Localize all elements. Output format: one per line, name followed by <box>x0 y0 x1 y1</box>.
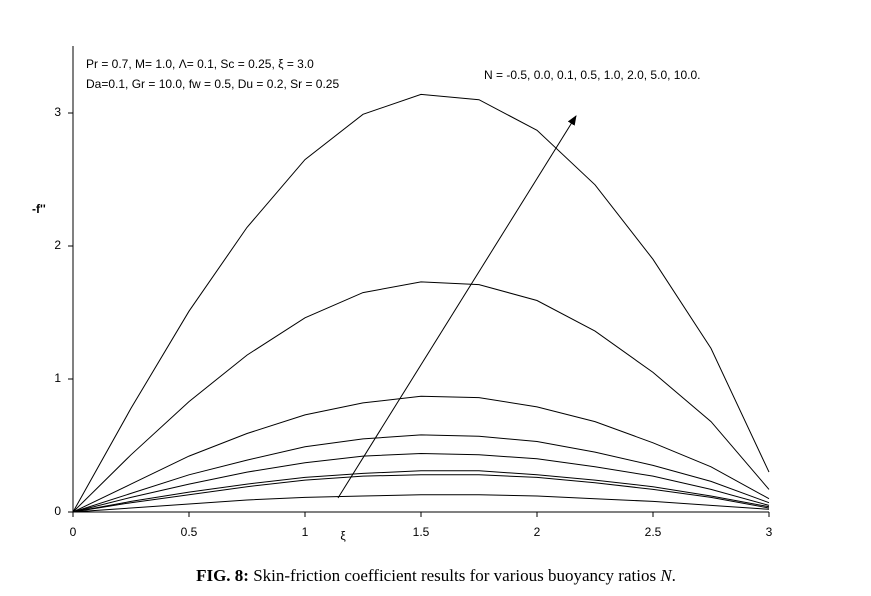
x-tick-label: 3 <box>766 525 773 539</box>
caption-label: FIG. 8: <box>196 566 249 585</box>
y-tick-label: 2 <box>54 238 61 252</box>
series-line <box>72 474 770 513</box>
x-tick-label: 2 <box>534 525 541 539</box>
x-tick-label: 0.5 <box>181 525 198 539</box>
series-line <box>72 494 770 513</box>
y-tick-label: 3 <box>54 105 61 119</box>
x-tick-label: 0 <box>70 525 77 539</box>
annotation: Da=0.1, Gr = 10.0, fw = 0.5, Du = 0.2, S… <box>86 77 339 91</box>
series-line <box>72 452 770 513</box>
series-line <box>72 281 770 513</box>
y-axis-label: -f'' <box>32 202 46 216</box>
caption-symbol: N <box>659 566 673 585</box>
x-axis-label: ξ <box>340 529 346 543</box>
y-tick-label: 0 <box>54 504 61 518</box>
series-line <box>72 395 770 513</box>
caption: FIG. 8: Skin-friction coefficient result… <box>196 566 676 585</box>
x-tick-label: 2.5 <box>645 525 662 539</box>
series-line <box>72 470 770 513</box>
series-line <box>72 93 770 513</box>
x-tick-label: 1.5 <box>413 525 430 539</box>
annotation: N = -0.5, 0.0, 0.1, 0.5, 1.0, 2.0, 5.0, … <box>484 68 700 82</box>
annotation: Pr = 0.7, M= 1.0, Λ= 0.1, Sc = 0.25, ξ =… <box>86 57 314 71</box>
caption-end: . <box>672 566 676 585</box>
caption-text: Skin-friction coefficient results for va… <box>253 566 656 585</box>
arrow <box>337 115 577 499</box>
series-line <box>72 434 770 513</box>
x-tick-label: 1 <box>302 525 309 539</box>
y-tick-label: 1 <box>54 371 61 385</box>
